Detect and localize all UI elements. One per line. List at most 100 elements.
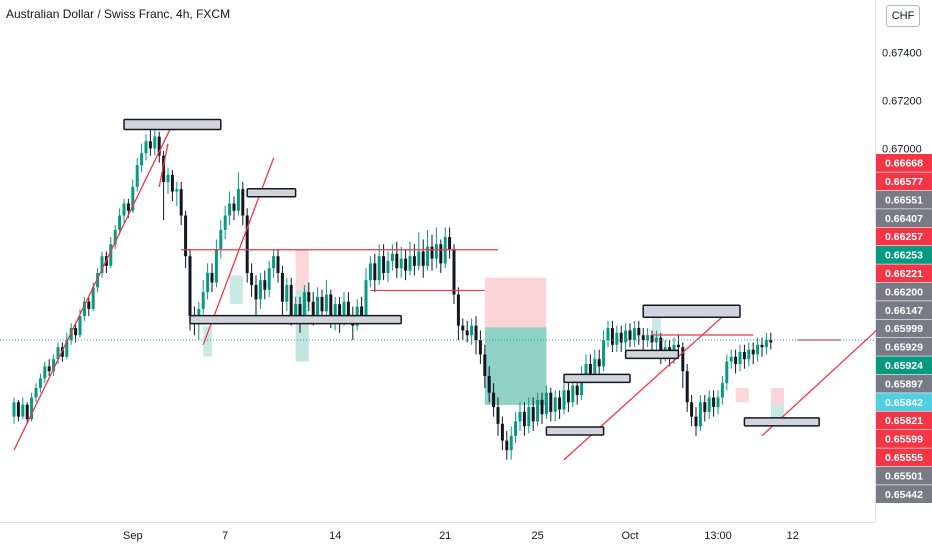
- candle-body: [113, 229, 117, 245]
- candle-body: [390, 253, 394, 261]
- candle-body: [553, 397, 557, 412]
- candle-body: [676, 344, 680, 348]
- candle-body: [474, 325, 478, 341]
- price-tag: [876, 227, 932, 246]
- candle-body: [646, 335, 650, 341]
- currency-button[interactable]: CHF: [886, 5, 920, 27]
- candle-body: [562, 390, 566, 410]
- candle-body: [439, 244, 443, 264]
- candle-body: [549, 392, 553, 412]
- candle-body: [483, 354, 487, 376]
- candle-body: [382, 256, 386, 273]
- price-tag: [876, 172, 932, 191]
- candle-body: [571, 385, 575, 403]
- candle-body: [654, 337, 658, 343]
- stop-zone-small: [295, 249, 309, 291]
- entry-zone-left: [229, 275, 243, 305]
- candle-body: [298, 304, 302, 319]
- candle-body: [342, 301, 346, 321]
- candle-body: [285, 284, 289, 302]
- price-tag: [876, 319, 932, 338]
- price-tag-label: 0.66551: [885, 194, 923, 206]
- candle-body: [175, 189, 179, 192]
- price-tag-label: 0.65501: [885, 470, 923, 482]
- candle-body: [38, 378, 42, 388]
- candle-body: [47, 366, 51, 372]
- candle-body: [544, 392, 548, 415]
- candle-body: [245, 215, 249, 273]
- candle-body: [228, 203, 232, 216]
- candle-body: [162, 155, 166, 182]
- candle-body: [65, 340, 69, 357]
- candle-body: [223, 215, 227, 230]
- candle-body: [421, 251, 425, 266]
- candle-body: [329, 294, 333, 317]
- price-tag-label: 0.66147: [885, 305, 923, 317]
- price-tag: [876, 393, 932, 411]
- candle-body: [478, 340, 482, 355]
- candle-body: [140, 153, 144, 166]
- candle-body: [492, 392, 496, 408]
- candle-body: [716, 397, 720, 408]
- demand-zone-14: [189, 314, 402, 325]
- time-tick-label: 14: [329, 530, 341, 542]
- candle-body: [566, 390, 570, 403]
- candle-body: [738, 351, 742, 364]
- candle-body: [580, 375, 584, 396]
- candle-body: [219, 229, 223, 250]
- candle-body: [96, 272, 100, 288]
- zone-pre-oct-low: [563, 373, 631, 384]
- candle-body: [764, 340, 768, 348]
- candle-body: [241, 189, 245, 216]
- candle-body: [514, 421, 518, 436]
- candle-body: [368, 263, 372, 281]
- price-tick-label: 0.67200: [882, 96, 922, 108]
- price-tag: [876, 246, 932, 264]
- candle-body: [373, 263, 377, 281]
- candle-body: [272, 256, 276, 269]
- candle-body: [386, 261, 390, 273]
- candle-body: [417, 251, 421, 266]
- candle-body: [430, 246, 434, 259]
- entry-zone-left-low: [203, 326, 212, 357]
- candle-body: [184, 215, 188, 257]
- candle-body: [641, 335, 645, 341]
- candle-body: [412, 256, 416, 266]
- candle-body: [74, 328, 78, 336]
- time-tick-label: 25: [531, 530, 543, 542]
- demand-zone-25: [545, 426, 605, 436]
- price-tag: [876, 154, 932, 172]
- candle-body: [729, 356, 733, 362]
- candle-body: [34, 387, 38, 398]
- trendline-up-1: [13, 124, 173, 451]
- candle-body: [558, 397, 562, 410]
- candle-body: [536, 399, 540, 422]
- demand-zone-right: [743, 417, 820, 427]
- candle-body: [712, 397, 716, 408]
- candle-body: [465, 330, 469, 336]
- candle-body: [126, 203, 130, 211]
- candle-body: [364, 280, 368, 317]
- price-tag-label: 0.65599: [885, 434, 923, 446]
- candle-body: [210, 272, 214, 283]
- price-tag: [876, 301, 932, 319]
- candle-body: [280, 272, 284, 302]
- candle-body: [289, 284, 293, 317]
- candle-body: [747, 349, 751, 360]
- time-tick-label: 7: [222, 530, 228, 542]
- price-tag-label: 0.66253: [885, 250, 923, 262]
- price-tag-label: 0.66200: [885, 286, 923, 298]
- candle-body: [16, 402, 20, 417]
- target-zone-small: [295, 290, 309, 362]
- candle-body: [760, 344, 764, 348]
- trendline-tick: [158, 143, 169, 187]
- candle-body: [91, 287, 95, 309]
- time-tick-label: 21: [439, 530, 451, 542]
- candle-body: [30, 397, 34, 420]
- candle-body: [602, 340, 606, 367]
- price-tag-label: 0.65821: [885, 415, 923, 427]
- candle-body: [294, 304, 298, 317]
- candle-body: [518, 411, 522, 422]
- price-tag: [876, 485, 932, 503]
